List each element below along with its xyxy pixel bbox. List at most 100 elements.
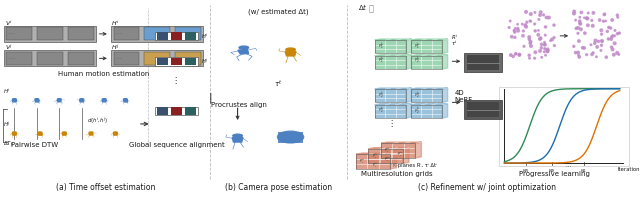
Bar: [375, 89, 406, 102]
Point: [540, 25, 550, 28]
Polygon shape: [356, 153, 397, 154]
Point: [525, 13, 536, 16]
Bar: [175, 27, 201, 40]
Point: [545, 39, 556, 42]
Point: [542, 50, 552, 53]
Text: $V^i$: $V^i$: [5, 18, 13, 28]
Text: $\Delta T_{ij}$: $\Delta T_{ij}$: [3, 139, 14, 150]
Point: [505, 20, 515, 23]
Circle shape: [62, 132, 66, 133]
Point: [515, 53, 525, 57]
Point: [524, 38, 534, 41]
Polygon shape: [442, 55, 447, 69]
Text: Multiresolution grids: Multiresolution grids: [361, 171, 433, 177]
Point: [574, 55, 584, 59]
Bar: [356, 154, 390, 169]
Text: ⏳: ⏳: [369, 4, 374, 13]
Point: [575, 22, 585, 25]
Point: [509, 36, 520, 39]
Text: $P_1^{t_w}$: $P_1^{t_w}$: [413, 42, 420, 52]
Text: $P_1^{t_v}$: $P_1^{t_v}$: [378, 42, 385, 52]
Point: [604, 37, 614, 41]
Text: $P_L^{t_w}$: $P_L^{t_w}$: [384, 155, 391, 164]
Text: $\cdots$: $\cdots$: [114, 54, 122, 60]
Text: $P_2^{t_y}$: $P_2^{t_y}$: [413, 106, 420, 116]
Polygon shape: [102, 100, 106, 102]
Bar: [4, 26, 96, 42]
Point: [515, 53, 525, 56]
Bar: [37, 27, 63, 40]
Polygon shape: [411, 104, 447, 105]
Point: [511, 52, 521, 55]
Point: [570, 51, 580, 54]
Bar: [375, 89, 406, 102]
Text: (c) Refinement w/ joint optimization: (c) Refinement w/ joint optimization: [418, 183, 556, 192]
Point: [587, 19, 597, 22]
Bar: [411, 89, 442, 102]
Point: [609, 53, 619, 56]
Bar: [381, 143, 415, 158]
Point: [580, 31, 590, 35]
Point: [525, 20, 536, 23]
Polygon shape: [375, 104, 412, 105]
Point: [513, 23, 523, 26]
Bar: [375, 105, 406, 118]
Point: [549, 44, 559, 47]
Bar: [156, 106, 198, 115]
Text: $\vdots$: $\vdots$: [171, 75, 177, 86]
Point: [540, 41, 550, 44]
Point: [547, 38, 557, 41]
Bar: [157, 107, 168, 115]
Bar: [411, 105, 442, 118]
Point: [600, 20, 611, 23]
Point: [583, 12, 593, 15]
Point: [614, 31, 625, 35]
Point: [530, 51, 540, 54]
Point: [540, 54, 550, 57]
Point: [533, 33, 543, 36]
Bar: [144, 27, 170, 40]
Point: [596, 49, 606, 52]
Point: [607, 46, 617, 49]
Point: [589, 42, 600, 45]
Point: [601, 56, 611, 59]
Point: [573, 32, 583, 35]
Point: [518, 29, 529, 33]
Point: [575, 20, 585, 23]
Polygon shape: [406, 39, 412, 54]
Bar: [356, 154, 390, 169]
Circle shape: [113, 132, 117, 133]
Bar: [175, 52, 201, 65]
Text: $P_2^{t_v}$: $P_2^{t_v}$: [378, 91, 385, 100]
Polygon shape: [375, 88, 412, 89]
Polygon shape: [406, 55, 412, 69]
Point: [607, 35, 617, 38]
Point: [607, 18, 618, 21]
Polygon shape: [89, 133, 93, 135]
Point: [529, 57, 540, 60]
Point: [522, 21, 532, 24]
Text: $w_L$: $w_L$: [580, 167, 588, 175]
Point: [579, 16, 589, 19]
Text: $P_2^{t_v}$: $P_2^{t_v}$: [413, 56, 420, 66]
Text: Progressive learning: Progressive learning: [519, 171, 589, 177]
Bar: [375, 40, 406, 54]
Bar: [185, 107, 196, 115]
Point: [519, 45, 529, 48]
Text: Human motion estimation: Human motion estimation: [58, 71, 150, 77]
Polygon shape: [375, 39, 412, 40]
Point: [513, 29, 524, 32]
Bar: [171, 107, 182, 115]
Polygon shape: [232, 138, 243, 142]
Bar: [156, 57, 198, 66]
Circle shape: [89, 132, 93, 133]
Bar: [375, 105, 406, 118]
Text: Procrustes align: Procrustes align: [211, 102, 267, 108]
Point: [596, 29, 607, 32]
Point: [507, 35, 517, 38]
Polygon shape: [381, 142, 421, 143]
Text: $\cdots$: $\cdots$: [114, 29, 122, 35]
Bar: [37, 52, 63, 65]
Circle shape: [13, 99, 16, 100]
Polygon shape: [375, 55, 412, 56]
